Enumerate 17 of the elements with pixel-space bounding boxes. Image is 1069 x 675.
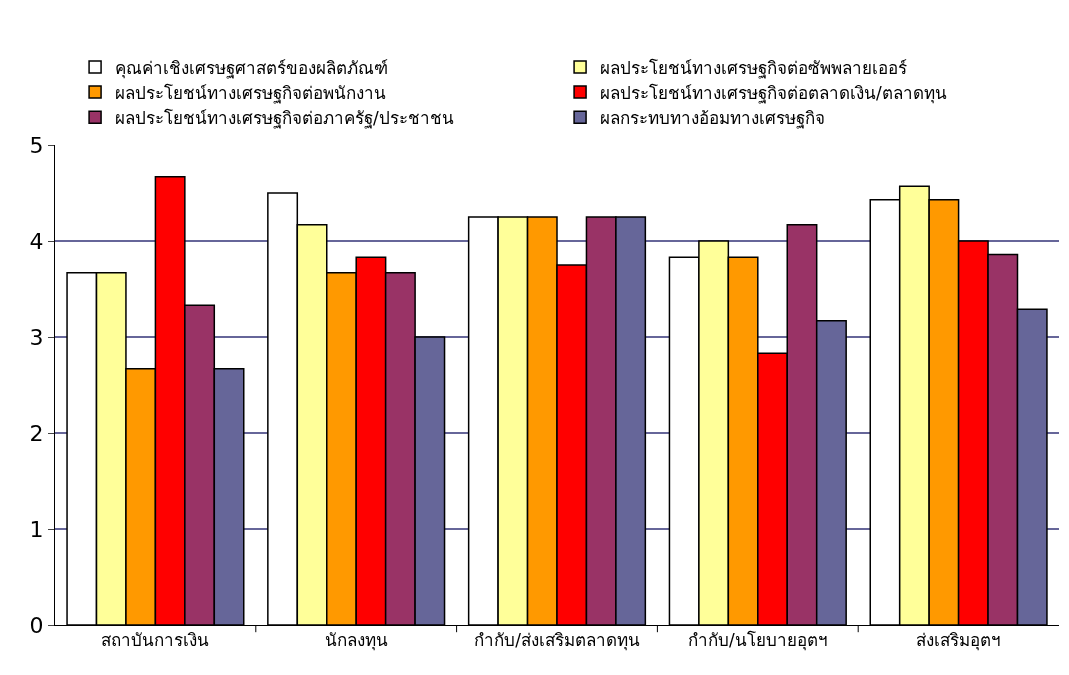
x-tick-label: นักลงทุน [324,630,388,652]
y-tick-label: 3 [29,324,44,350]
x-tick-label: กำกับ/ส่งเสริมตลาดทุน [474,630,640,652]
y-tick-label: 2 [29,420,44,446]
legend-label: คุณค่าเชิงเศรษฐศาสตร์ของผลิตภัณฑ์ [115,57,389,79]
y-tick-label: 0 [29,612,44,638]
legend-label: ผลประโยชน์ทางเศรษฐกิจต่อตลาดเงิน/ตลาดทุน [600,82,947,104]
y-tick-label: 5 [29,132,44,158]
x-tick-label: ส่งเสริมอุตฯ [916,630,1002,652]
y-tick-label: 4 [29,228,44,254]
legend-label: ผลประโยชน์ทางเศรษฐกิจต่อภาครัฐ/ประชาชน [115,107,454,129]
x-tick-label: กำกับ/นโยบายอุตฯ [687,630,828,652]
legend-label: ผลประโยชน์ทางเศรษฐกิจต่อซัพพลายเออร์ [600,57,908,79]
legend-label: ผลประโยชน์ทางเศรษฐกิจต่อพนักงาน [115,82,387,104]
x-tick-label: สถาบันการเงิน [101,630,210,651]
legend-label: ผลกระทบทางอ้อมทางเศรษฐกิจ [600,107,826,129]
y-tick-label: 1 [29,516,44,542]
